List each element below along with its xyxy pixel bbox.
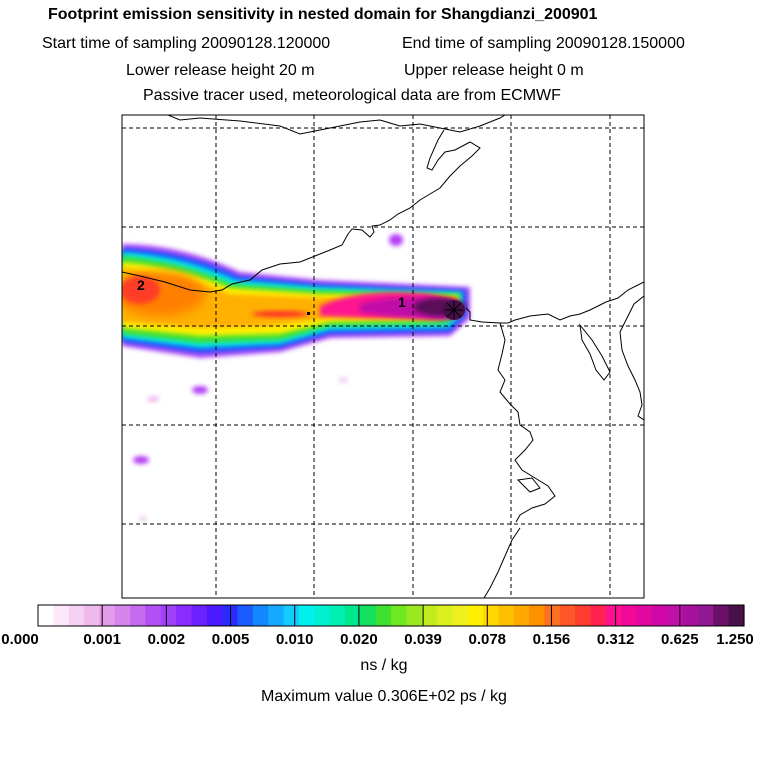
colorbar-swatch	[437, 605, 453, 626]
upper-release-height-label: Upper release height 0 m	[404, 62, 584, 79]
coastline-east	[465, 281, 644, 324]
coastline-south	[483, 527, 521, 598]
colorbar	[37, 604, 745, 627]
colorbar-swatch	[298, 605, 315, 626]
maximum-value-label: Maximum value 0.306E+02 ps / kg	[261, 688, 507, 705]
colorbar-swatch	[360, 605, 377, 626]
colorbar-tick-label: 0.005	[211, 631, 250, 648]
colorbar-swatch	[498, 605, 515, 626]
colorbar-tick-label: 0.156	[532, 631, 571, 648]
island-outline	[516, 477, 541, 493]
blob-faint-3	[139, 516, 147, 522]
grid-lines	[122, 115, 644, 598]
colorbar-tick-label: 0.000	[1, 631, 39, 648]
colorbar-swatch	[130, 605, 147, 626]
blob-faint-2	[338, 377, 348, 383]
colorbar-swatch	[191, 605, 208, 626]
colorbar-swatch	[636, 605, 653, 626]
peninsula-tip	[579, 323, 611, 381]
lower-release-height-label: Lower release height 20 m	[126, 62, 315, 79]
colorbar-tick-label: 0.020	[340, 631, 378, 648]
colorbar-units: ns / kg	[360, 657, 408, 674]
colorbar-swatch	[559, 605, 576, 626]
colorbar-swatch	[391, 605, 407, 626]
colorbar-swatch	[283, 605, 300, 626]
tracer-info-label: Passive tracer used, meteorological data…	[143, 87, 561, 104]
plume-core-red-west	[122, 276, 160, 304]
colorbar-swatch	[176, 605, 193, 626]
colorbar-swatch	[406, 605, 423, 626]
colorbar-tick-label: 0.078	[468, 631, 507, 648]
colorbar-tick-label: 0.039	[404, 631, 442, 648]
colorbar-swatch	[682, 605, 699, 626]
colorbar-swatch	[544, 605, 561, 626]
colorbar-swatch	[667, 605, 684, 626]
colorbar-tick-label: 0.001	[83, 631, 121, 648]
colorbar-swatch	[513, 605, 530, 626]
colorbar-tick-label: 0.002	[147, 631, 186, 648]
colorbar-tick-label: 0.312	[596, 631, 635, 648]
colorbar-swatch	[651, 605, 668, 626]
plume-field	[122, 234, 470, 522]
blob-north	[389, 234, 403, 246]
start-time-label: Start time of sampling 20090128.120000	[42, 35, 331, 52]
colorbar-swatch	[68, 605, 85, 626]
colorbar-swatch	[145, 605, 162, 626]
colorbar-swatch	[590, 605, 607, 626]
colorbar-swatch	[237, 605, 254, 626]
coastline-peninsula	[619, 295, 644, 421]
colorbar-tick-label: 1.250	[716, 631, 754, 648]
colorbar-swatch	[314, 605, 331, 626]
coastline-bay	[497, 322, 556, 523]
plot-title: Footprint emission sensitivity in nested…	[48, 6, 598, 23]
colorbar-swatch	[713, 605, 730, 626]
blob-mid	[192, 386, 208, 394]
colorbar-swatch	[99, 605, 116, 626]
colorbar-swatch	[529, 605, 546, 626]
colorbar-swatch	[114, 605, 131, 626]
colorbar-tick-label: 0.010	[275, 631, 314, 648]
colorbar-swatch	[483, 605, 500, 626]
colorbar-swatch	[53, 605, 70, 626]
colorbar-swatch	[375, 605, 392, 626]
colorbar-frame	[37, 604, 745, 627]
colorbar-swatch	[38, 605, 54, 626]
colorbar-swatch	[84, 605, 100, 626]
release-site-star-icon	[445, 301, 463, 319]
colorbar-swatch	[206, 605, 223, 626]
coastlines	[122, 115, 644, 598]
small-point-marker	[307, 312, 310, 315]
plume-red-streak	[252, 311, 308, 317]
colorbar-swatch	[467, 605, 484, 626]
colorbar-swatch	[329, 605, 346, 626]
end-time-label: End time of sampling 20090128.150000	[402, 35, 685, 52]
colorbar-swatch	[697, 605, 714, 626]
coastline-north	[167, 115, 506, 135]
colorbar-swatch	[268, 605, 285, 626]
blob-faint-1	[147, 396, 159, 402]
colorbar-swatch	[575, 605, 592, 626]
colorbar-swatch	[452, 605, 469, 626]
marker-label-2: 2	[137, 277, 145, 293]
colorbar-swatch	[605, 605, 622, 626]
colorbar-swatch	[421, 605, 438, 626]
map-frame	[121, 114, 645, 599]
colorbar-swatch	[160, 605, 177, 626]
colorbar-tick-label: 0.625	[661, 631, 699, 648]
colorbar-swatch	[728, 605, 745, 626]
marker-label-1: 1	[398, 294, 406, 310]
colorbar-swatch	[344, 605, 361, 626]
colorbar-swatch	[621, 605, 638, 626]
blob-west	[133, 456, 149, 464]
border-main	[122, 129, 481, 293]
colorbar-swatch	[252, 605, 269, 626]
